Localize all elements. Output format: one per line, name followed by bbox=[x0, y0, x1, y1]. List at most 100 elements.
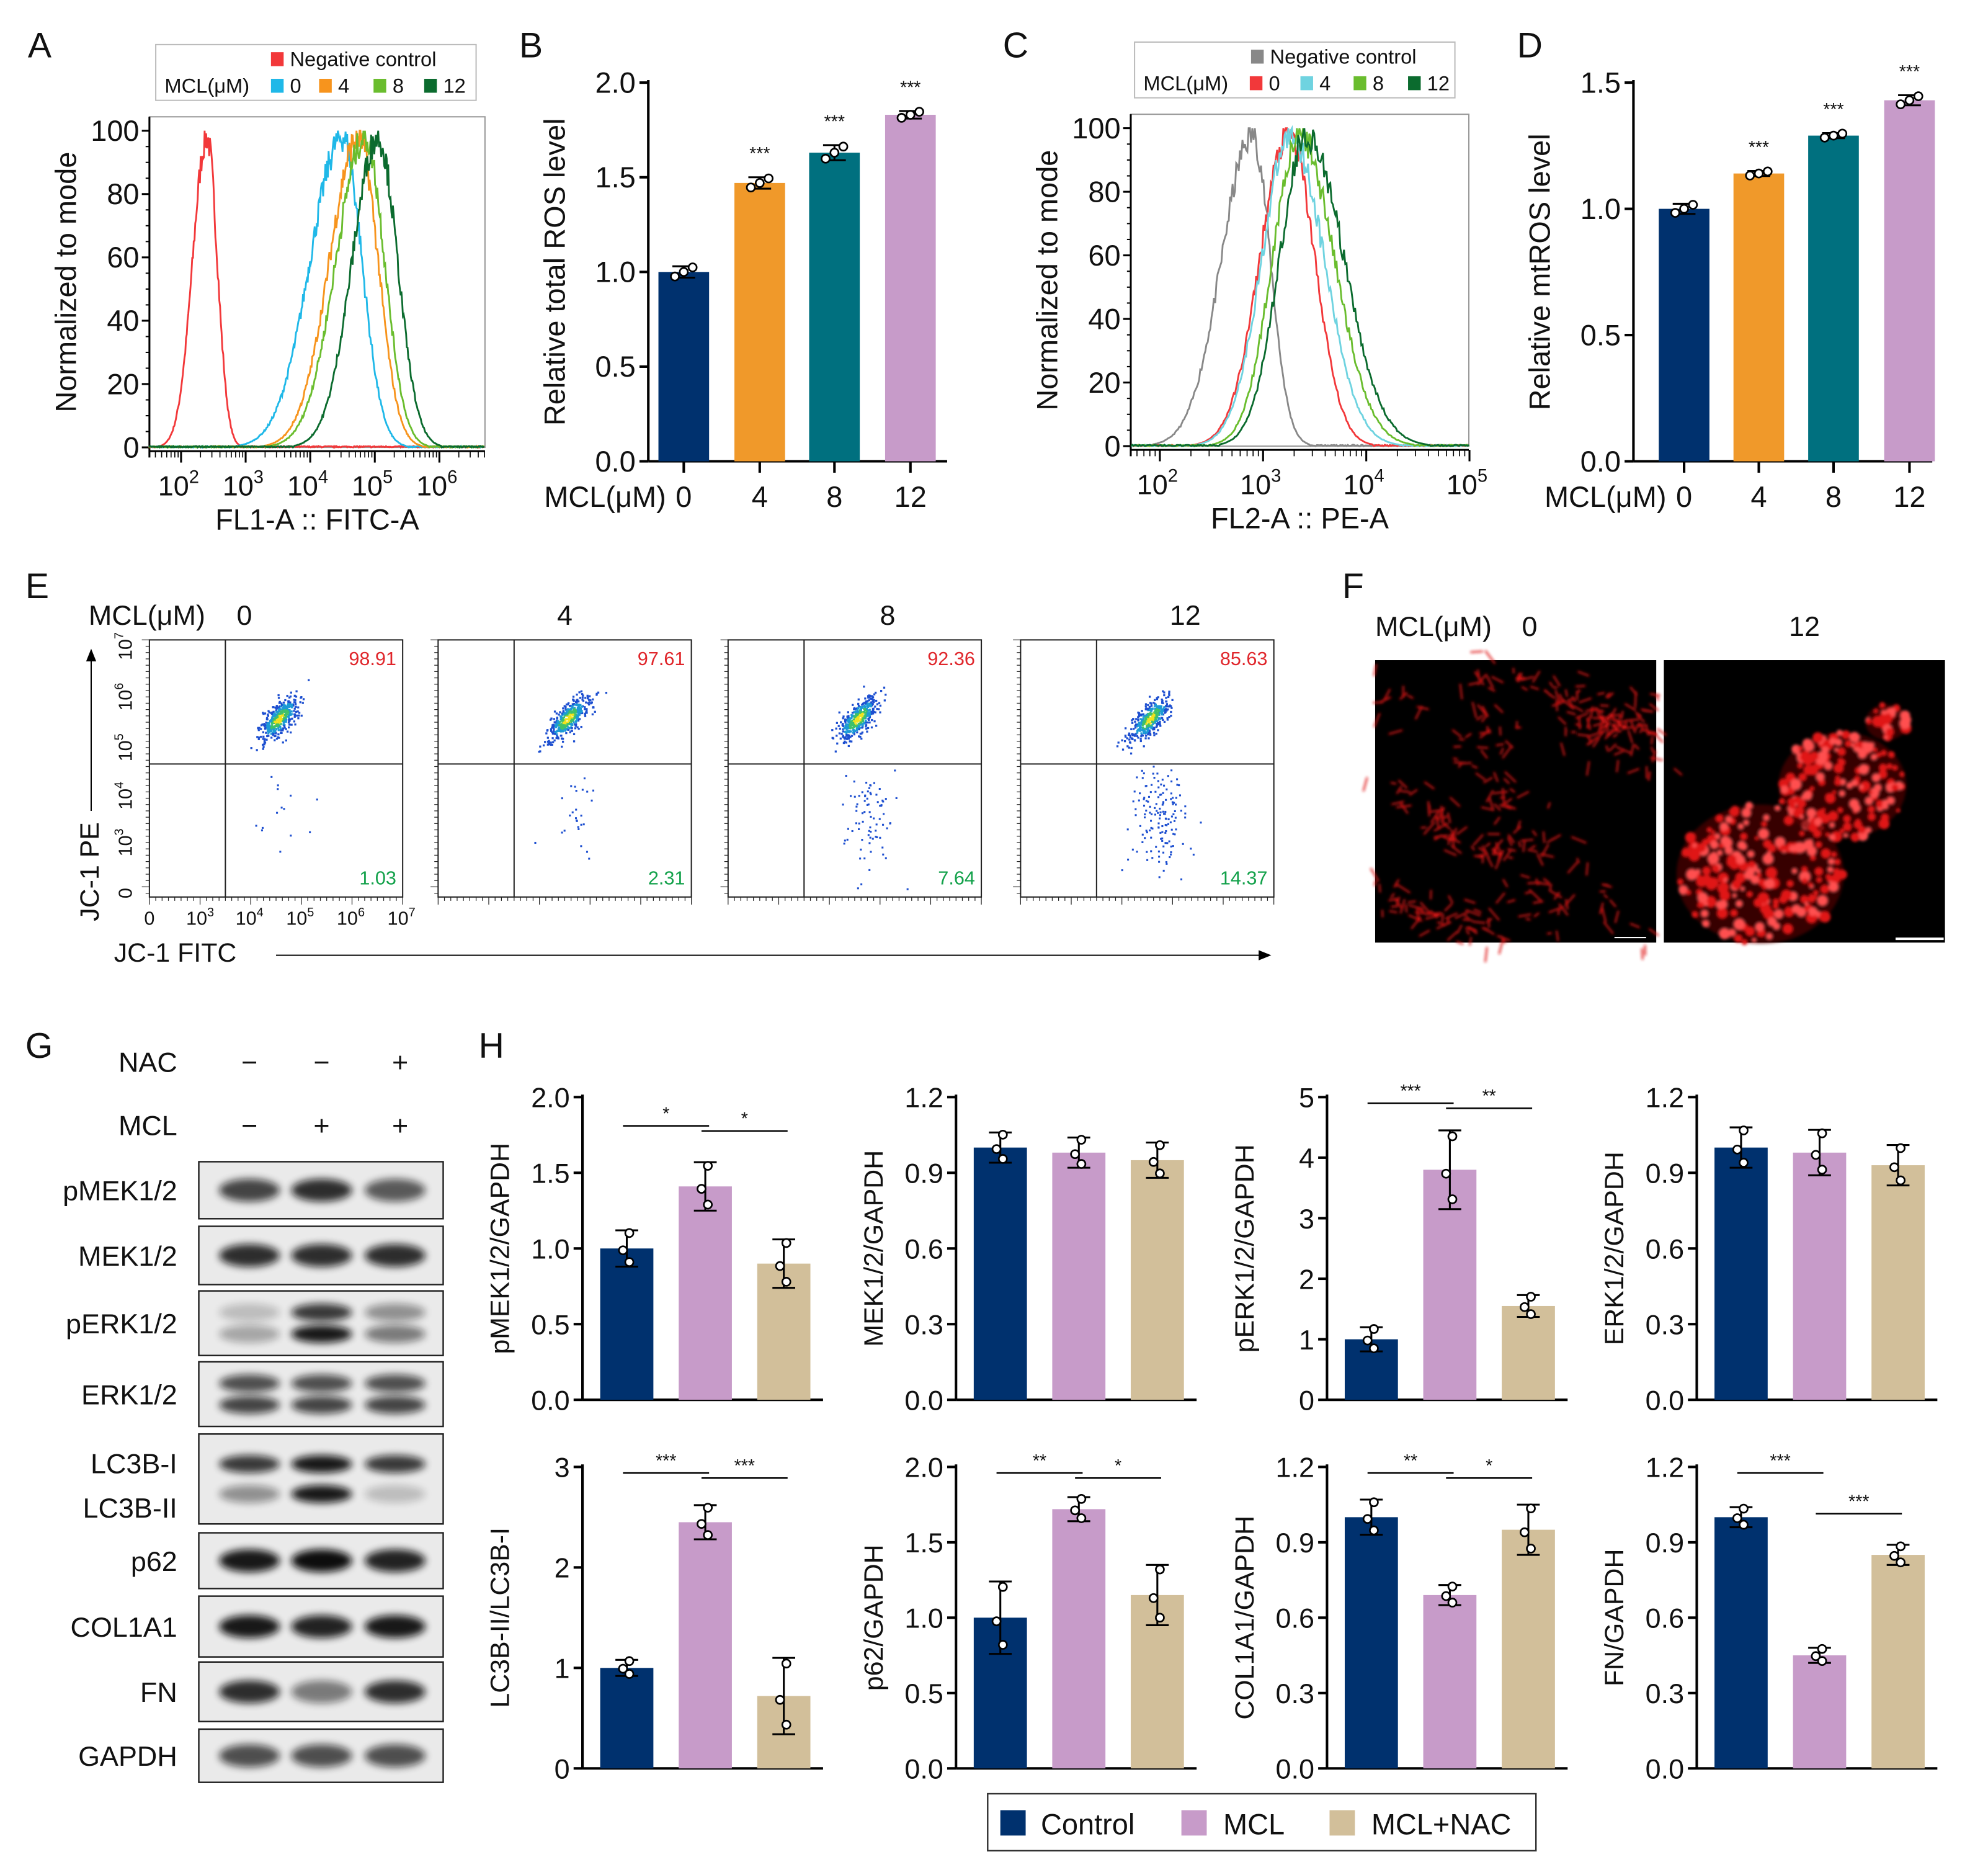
scatter-point bbox=[275, 732, 277, 735]
data-point bbox=[914, 107, 924, 117]
scatter-point bbox=[592, 698, 594, 700]
scatter-point bbox=[549, 743, 552, 746]
mitochondrion bbox=[1793, 807, 1804, 818]
scatter-point bbox=[861, 791, 863, 794]
data-point bbox=[1745, 171, 1755, 181]
y-tick-label: 80 bbox=[1088, 175, 1120, 208]
scatter-point bbox=[1137, 736, 1139, 739]
protein-band bbox=[219, 1485, 280, 1503]
mitochondrion bbox=[1459, 683, 1463, 700]
data-point bbox=[1441, 1591, 1451, 1601]
lower-right-percentage: 14.37 bbox=[1220, 867, 1268, 888]
scatter-point bbox=[282, 701, 285, 704]
scatter-point bbox=[1170, 815, 1173, 818]
scatter-point bbox=[1162, 713, 1165, 716]
y-tick-label: 1.2 bbox=[1646, 1082, 1684, 1114]
scatter-point bbox=[836, 722, 838, 724]
data-point bbox=[997, 1130, 1008, 1140]
mitochondrion bbox=[1530, 686, 1540, 691]
scatter-point bbox=[895, 797, 898, 799]
scatter-point bbox=[1170, 715, 1172, 717]
scatter-point bbox=[572, 698, 574, 701]
scatter-point bbox=[586, 851, 589, 853]
scatter-point bbox=[280, 731, 283, 735]
scatter-point bbox=[1157, 780, 1159, 782]
mitochondrion bbox=[1785, 909, 1793, 916]
scatter-point bbox=[575, 710, 577, 713]
mitochondrion bbox=[1629, 686, 1638, 696]
scatter-point bbox=[1162, 810, 1164, 813]
scatter-point bbox=[864, 697, 867, 700]
scatter-point bbox=[867, 700, 869, 702]
scatter-point bbox=[845, 723, 847, 726]
scatter-point bbox=[556, 717, 559, 719]
y-tick-label: 0.9 bbox=[1646, 1527, 1684, 1559]
mitochondrion bbox=[1791, 868, 1798, 874]
protein-band bbox=[219, 1455, 280, 1473]
legend-prefix: MCL(μM) bbox=[164, 74, 249, 97]
scatter-point bbox=[1150, 724, 1153, 727]
mitochondrion bbox=[1641, 948, 1644, 960]
scatter-point bbox=[875, 830, 877, 832]
scatter-point bbox=[559, 720, 561, 723]
scatter-point bbox=[1158, 876, 1161, 879]
scatter-point bbox=[1162, 801, 1165, 803]
scatter-point bbox=[576, 706, 579, 709]
mitochondrion bbox=[1492, 839, 1504, 851]
scatter-point bbox=[295, 703, 297, 705]
scatter-point bbox=[1152, 719, 1154, 722]
scatter-point bbox=[1145, 800, 1148, 802]
scatter-point bbox=[1147, 800, 1149, 803]
mitochondrion bbox=[1493, 771, 1499, 782]
scatter-point bbox=[831, 736, 834, 739]
mitochondrion bbox=[1757, 932, 1761, 936]
scatter-point bbox=[580, 690, 583, 692]
scatter-point bbox=[861, 726, 864, 728]
scatter-point bbox=[1142, 723, 1144, 726]
scatter-point bbox=[1157, 712, 1159, 714]
scatter-point bbox=[1130, 752, 1133, 755]
scatter-point bbox=[580, 725, 582, 728]
mitochondrion bbox=[1585, 709, 1598, 712]
scatter-point bbox=[880, 689, 883, 692]
legend-swatch bbox=[1329, 1810, 1355, 1836]
mitochondrion bbox=[1447, 895, 1454, 904]
y-tick-label: 0.0 bbox=[595, 445, 636, 478]
panel-label-c: C bbox=[1003, 25, 1028, 65]
scatter-point bbox=[555, 733, 558, 736]
scatter-point bbox=[870, 705, 872, 708]
protein-band bbox=[291, 1615, 352, 1638]
scatter-point bbox=[1156, 723, 1158, 725]
mitochondrion bbox=[1420, 826, 1427, 829]
scatter-point bbox=[277, 725, 279, 728]
bar-control bbox=[1714, 1147, 1768, 1400]
histogram-curve-12 bbox=[148, 130, 484, 449]
scatter-panel-title: 12 bbox=[1170, 599, 1201, 631]
data-point bbox=[1155, 1564, 1165, 1575]
histogram-curve-negative-control bbox=[148, 130, 485, 449]
scatter-point bbox=[257, 738, 260, 741]
scatter-point bbox=[271, 722, 274, 725]
scatter-point bbox=[553, 728, 555, 731]
scatter-point bbox=[861, 715, 864, 718]
blot-strip bbox=[198, 1290, 444, 1356]
panel-label-a: A bbox=[28, 25, 51, 65]
x-tick-label: 106 bbox=[416, 467, 457, 501]
scatter-point bbox=[290, 713, 293, 715]
scatter-point bbox=[274, 735, 277, 737]
scatter-point bbox=[868, 830, 870, 832]
scatter-point bbox=[1174, 833, 1176, 836]
mitochondrion bbox=[1799, 815, 1804, 819]
mitochondrion bbox=[1440, 820, 1451, 830]
mitochondrion bbox=[1608, 743, 1617, 752]
scatter-panel-title: 8 bbox=[880, 599, 896, 631]
scatter-point bbox=[576, 700, 579, 703]
x-tick-label: 8 bbox=[826, 480, 842, 513]
protein-band bbox=[219, 1680, 280, 1704]
scatter-point bbox=[1130, 746, 1133, 749]
mitochondrion bbox=[1821, 848, 1831, 859]
scatter-point bbox=[1145, 809, 1148, 812]
scatter-point bbox=[276, 812, 279, 814]
scatter-point bbox=[1164, 813, 1166, 815]
scatter-point bbox=[865, 707, 868, 710]
